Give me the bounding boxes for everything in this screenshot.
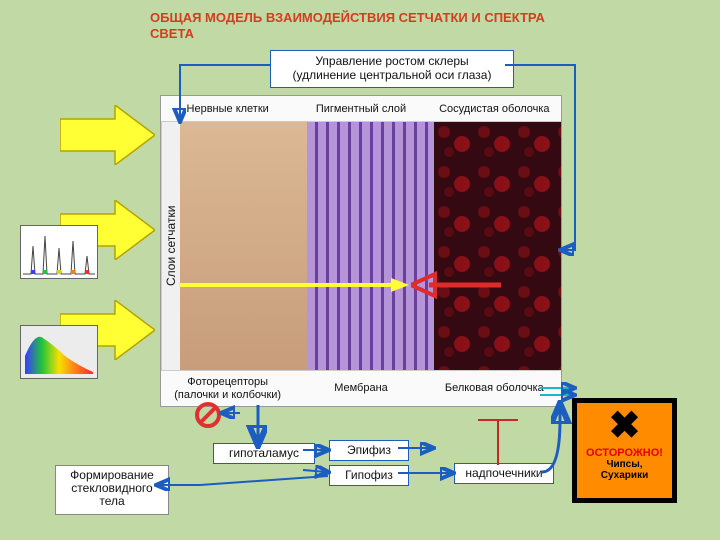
layer-nerve bbox=[180, 122, 307, 370]
retina-yellow-arrow bbox=[179, 277, 409, 293]
retina-foot-membrane: Мембрана bbox=[294, 382, 427, 394]
sclera-growth-label: Управление ростом склеры(удлинение центр… bbox=[270, 50, 514, 88]
retina-side-label: Слои сетчатки bbox=[161, 122, 180, 370]
layer-pigment bbox=[307, 122, 434, 370]
retina-diagram: Нервные клетки Пигментный слой Сосудиста… bbox=[160, 95, 562, 407]
retina-col-nerve: Нервные клетки bbox=[161, 103, 294, 115]
node-hypothalamus: гипоталамус bbox=[213, 443, 315, 464]
retina-foot-sclera: Белковая оболочка bbox=[428, 382, 561, 394]
layer-vessel bbox=[434, 122, 561, 370]
retina-red-arrow bbox=[411, 270, 501, 300]
warning-line1: ОСТОРОЖНО! bbox=[586, 447, 663, 459]
node-vitreous: Формированиестекловидноготела bbox=[55, 465, 169, 515]
node-epiphysis: Эпифиз bbox=[329, 440, 409, 461]
page-title: ОБЩАЯ МОДЕЛЬ ВЗАИМОДЕЙСТВИЯ СЕТЧАТКИ И С… bbox=[150, 10, 550, 41]
warning-sign: ✖ ОСТОРОЖНО! Чипсы,Сухарики bbox=[572, 398, 677, 503]
retina-col-pigment: Пигментный слой bbox=[294, 103, 427, 115]
retina-col-vessel: Сосудистая оболочка bbox=[428, 103, 561, 115]
big-arrow-1 bbox=[60, 105, 155, 165]
node-hypophysis: Гипофиз bbox=[329, 465, 409, 486]
warning-line2: Чипсы,Сухарики bbox=[601, 459, 648, 481]
spectrum-thumb-continuous bbox=[20, 325, 98, 379]
retina-foot-photoreceptors: Фоторецепторы(палочки и колбочки) bbox=[161, 376, 294, 400]
spectrum-thumb-peaks bbox=[20, 225, 98, 279]
node-adrenals: надпочечники bbox=[454, 463, 554, 484]
warning-x-icon: ✖ bbox=[609, 407, 641, 445]
prohibition-icon bbox=[194, 401, 222, 429]
